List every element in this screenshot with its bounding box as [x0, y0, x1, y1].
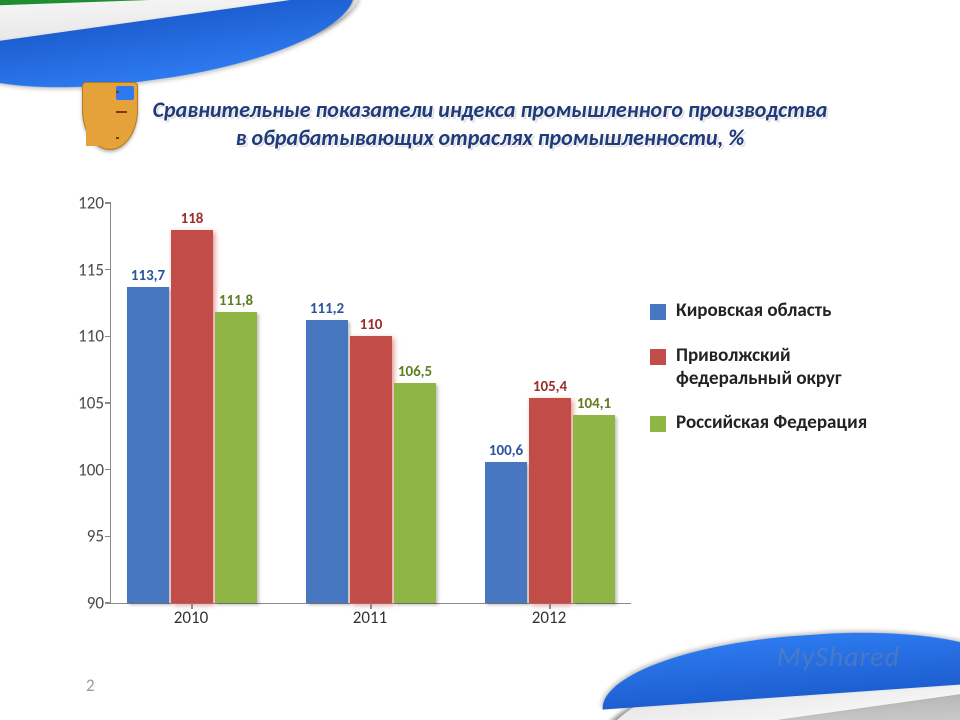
y-tick-label: 110 — [78, 326, 104, 347]
bar: 106,5 — [394, 383, 436, 603]
x-axis-labels: 2010 2011 2012 — [110, 607, 630, 633]
bar: 110 — [350, 336, 392, 603]
y-tick-label: 90 — [87, 593, 104, 614]
bar-value-label: 106,5 — [398, 363, 432, 381]
legend-label: Кировская область — [676, 300, 831, 323]
x-tick-label: 2012 — [532, 607, 566, 628]
bar-value-label: 111,8 — [219, 292, 253, 310]
bar-value-label: 118 — [181, 210, 204, 228]
bar: 111,8 — [215, 312, 257, 603]
y-tick-label: 115 — [78, 259, 104, 280]
bar-value-label: 111,2 — [310, 300, 344, 318]
legend-item: Российская Федерация — [650, 412, 940, 435]
bar: 113,7 — [127, 287, 169, 603]
legend-swatch — [650, 304, 666, 320]
slide-title: Сравнительные показатели индекса промышл… — [150, 96, 830, 152]
watermark: MyShared — [777, 639, 900, 674]
x-tick-label: 2011 — [353, 607, 387, 628]
y-tick-label: 120 — [78, 193, 104, 214]
legend-label: Приволжский федеральный округ — [676, 345, 906, 391]
plot-area: 113,7118111,8111,2110106,5100,6105,4104,… — [110, 203, 631, 604]
legend-item: Кировская область — [650, 300, 940, 323]
bar-group: 100,6105,4104,1 — [485, 203, 615, 603]
legend-swatch — [650, 416, 666, 432]
legend-label: Российская Федерация — [676, 412, 867, 435]
y-tick-label: 105 — [78, 393, 104, 414]
bar-value-label: 113,7 — [131, 267, 165, 285]
page-number: 2 — [86, 675, 95, 696]
bar-value-label: 100,6 — [489, 442, 523, 460]
legend-swatch — [650, 349, 666, 365]
x-tick-label: 2010 — [174, 607, 208, 628]
ribbon-bottom — [600, 630, 960, 720]
ribbon-top — [0, 0, 360, 80]
bar-chart: 9095100105110115120 113,7118111,8111,211… — [110, 203, 630, 633]
bar-group: 111,2110106,5 — [306, 203, 436, 603]
bar: 100,6 — [485, 462, 527, 603]
bar: 118 — [171, 230, 213, 603]
bar-value-label: 104,1 — [577, 395, 611, 413]
bar: 104,1 — [573, 415, 615, 603]
y-axis-labels: 9095100105110115120 — [60, 203, 104, 603]
bar-value-label: 110 — [360, 316, 383, 334]
bar: 111,2 — [306, 320, 348, 603]
bar-group: 113,7118111,8 — [127, 203, 257, 603]
bar: 105,4 — [529, 398, 571, 603]
bar-value-label: 105,4 — [533, 378, 567, 396]
y-tick-label: 95 — [87, 526, 104, 547]
coat-of-arms-icon — [82, 82, 138, 150]
legend: Кировская область Приволжский федеральный… — [650, 300, 940, 457]
y-tick-label: 100 — [78, 459, 104, 480]
legend-item: Приволжский федеральный округ — [650, 345, 940, 391]
